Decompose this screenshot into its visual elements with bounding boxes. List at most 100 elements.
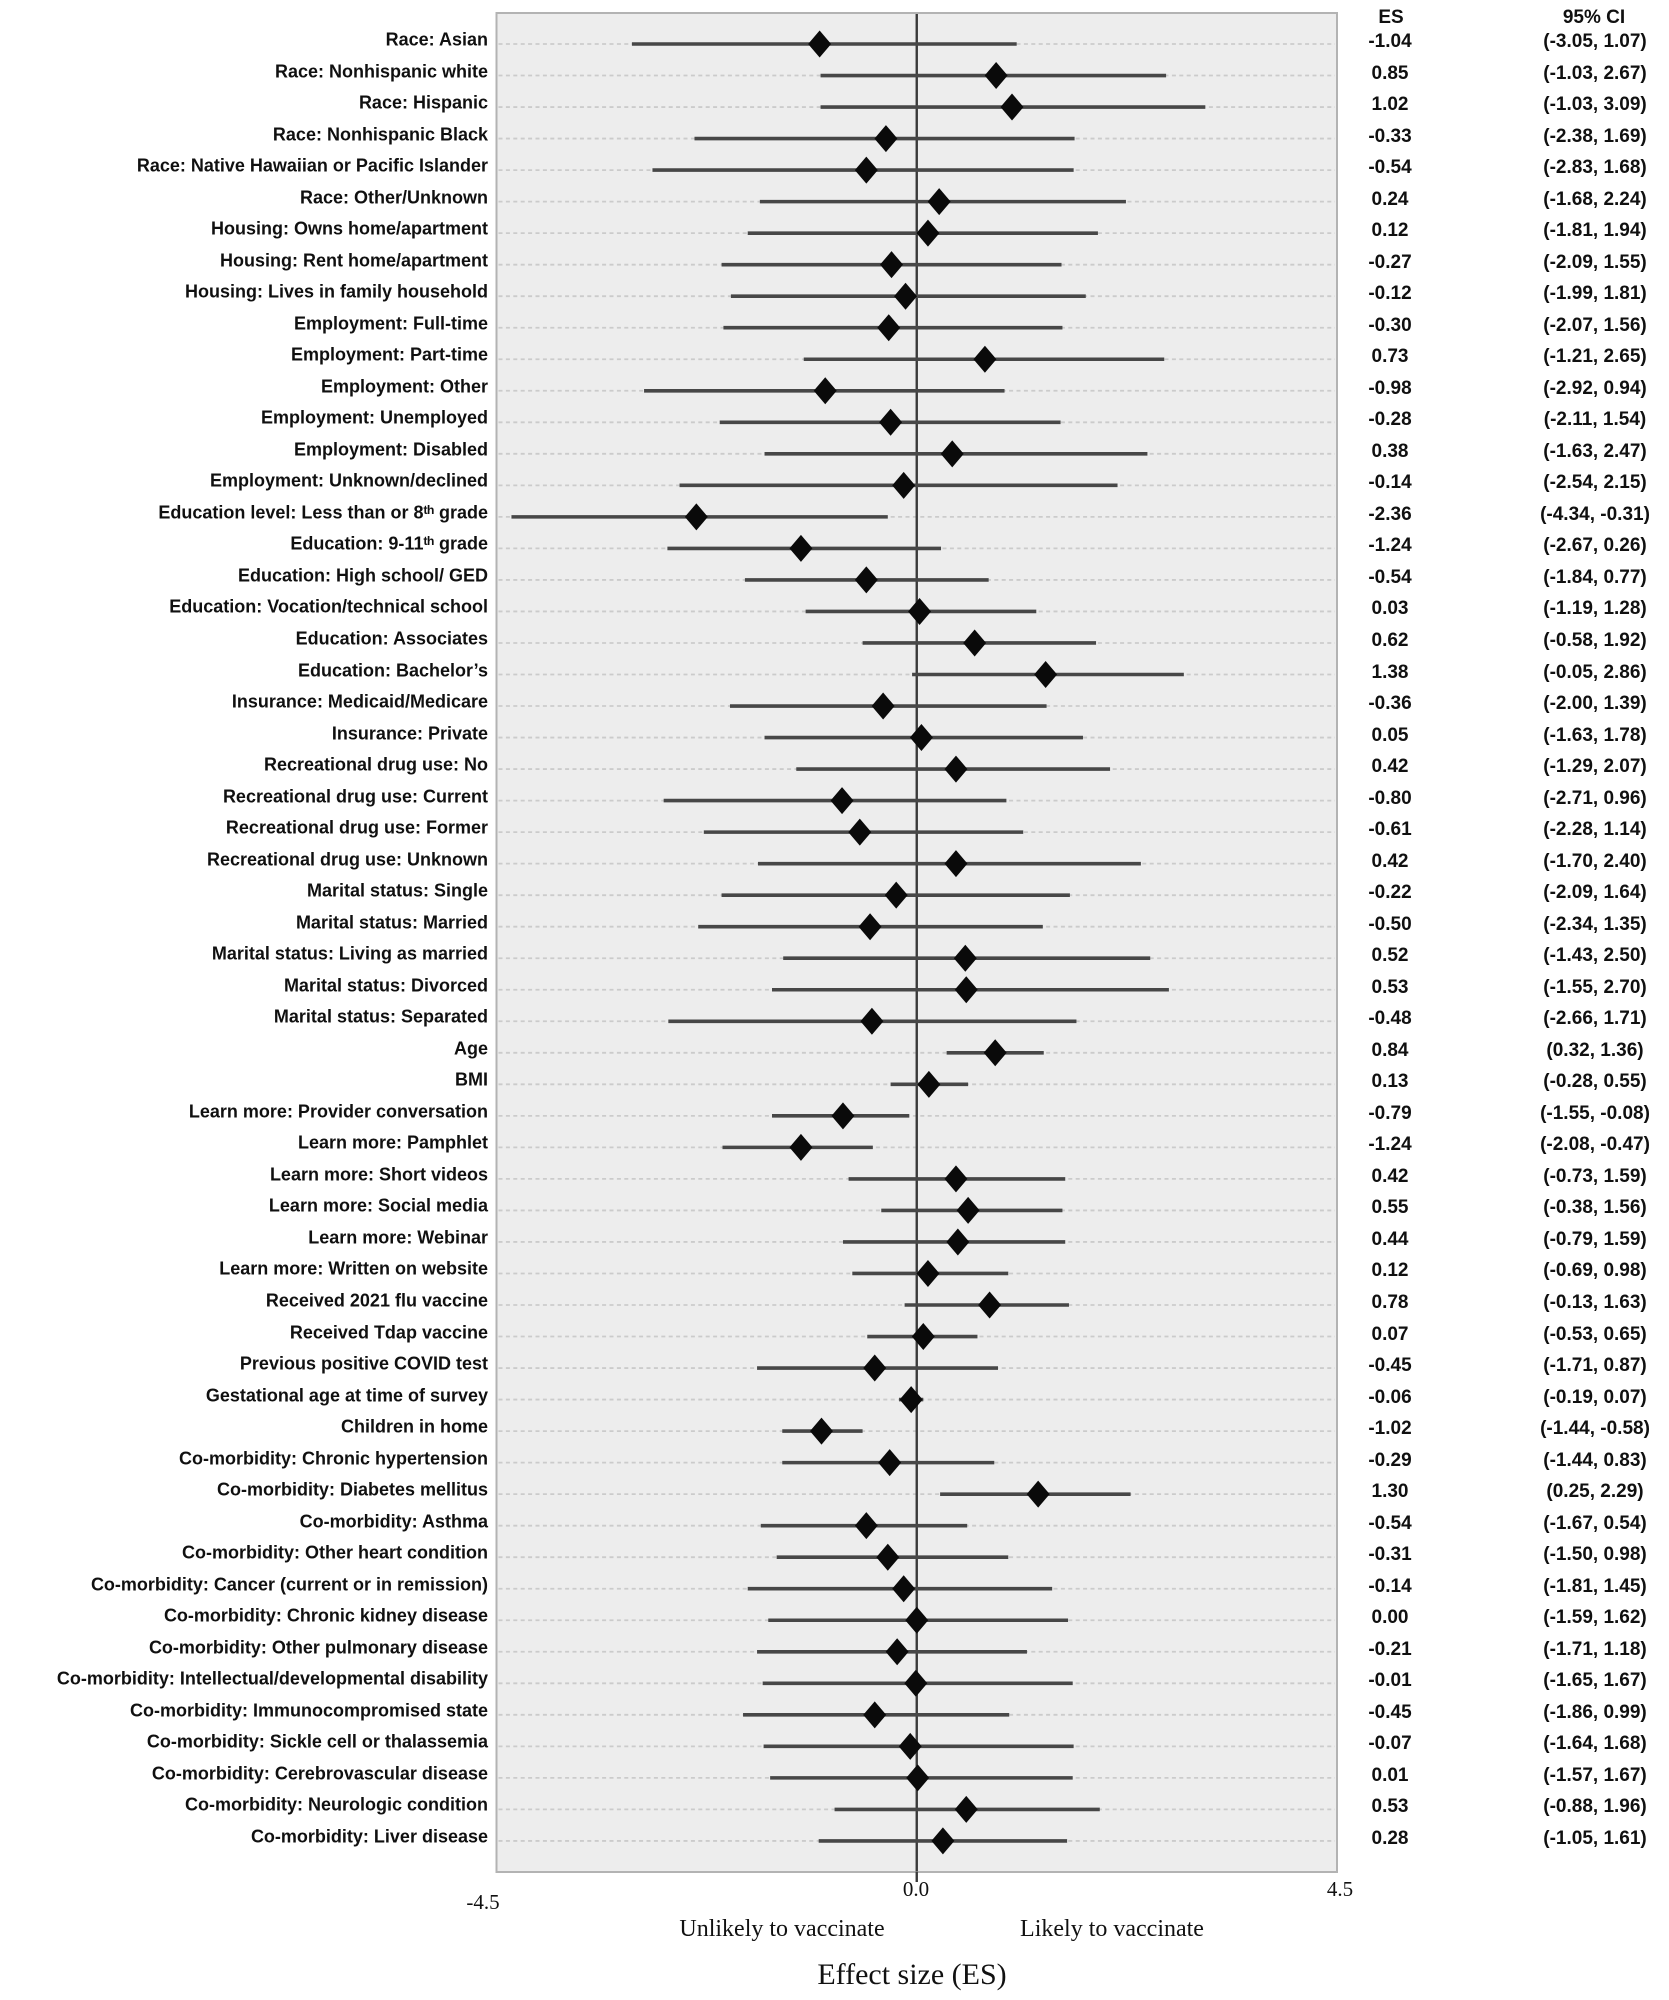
- row-es-value: -0.61: [1368, 819, 1412, 841]
- row-ci-value: (-1.44, -0.58): [1540, 1418, 1650, 1440]
- row-label: Co-morbidity: Chronic kidney disease: [163, 1605, 488, 1626]
- effect-diamond: [1034, 661, 1058, 688]
- row-label: Learn more: Webinar: [308, 1227, 488, 1248]
- effect-diamond: [954, 1795, 978, 1823]
- row-label: Housing: Owns home/apartment: [210, 218, 488, 239]
- row-ci-value: (-1.43, 2.50): [1543, 945, 1647, 967]
- row-ci-value: (-1.55, -0.08): [1540, 1102, 1650, 1124]
- x-tick-zero: 0.0: [902, 1877, 930, 1901]
- row-ci-value: (-1.81, 1.45): [1543, 1575, 1647, 1597]
- row-label: Education level: Less than or 8ᵗʰ grade: [158, 502, 488, 523]
- row-label: Learn more: Pamphlet: [297, 1132, 488, 1153]
- row-ci-value: (-1.63, 1.78): [1543, 724, 1647, 746]
- es-column-header: ES: [1378, 7, 1404, 28]
- row-es-value: -0.31: [1368, 1544, 1412, 1566]
- row-ci-value: (-2.11, 1.54): [1543, 409, 1647, 431]
- row-label: Co-morbidity: Chronic hypertension: [178, 1448, 488, 1469]
- direction-label-right: Likely to vaccinate: [1020, 1916, 1204, 1942]
- row-label: Marital status: Married: [295, 912, 488, 933]
- row-label: Co-morbidity: Other pulmonary disease: [148, 1637, 488, 1658]
- row-es-value: 0.12: [1371, 1260, 1409, 1282]
- row-es-value: 0.42: [1371, 850, 1409, 872]
- effect-diamond: [944, 1165, 968, 1193]
- row-label: Co-morbidity: Other heart condition: [182, 1542, 488, 1563]
- effect-diamond: [831, 1102, 855, 1130]
- row-es-value: -0.21: [1368, 1638, 1412, 1660]
- row-label: Race: Asian: [385, 29, 488, 50]
- row-label: Marital status: Separated: [273, 1006, 488, 1027]
- row-label: Employment: Other: [320, 376, 488, 397]
- row-es-value: 0.84: [1371, 1039, 1409, 1061]
- row-label: Learn more: Written on website: [219, 1258, 488, 1279]
- row-es-value: -0.98: [1368, 377, 1412, 399]
- row-ci-value: (-2.38, 1.69): [1543, 125, 1647, 147]
- row-es-value: -0.27: [1368, 251, 1412, 273]
- x-tick-max: 4.5: [1326, 1877, 1354, 1901]
- row-es-value: -0.48: [1368, 1008, 1412, 1030]
- row-label: Co-morbidity: Diabetes mellitus: [216, 1479, 488, 1500]
- effect-diamond: [946, 1228, 970, 1256]
- row-ci-value: (0.32, 1.36): [1546, 1039, 1644, 1061]
- row-es-value: 0.01: [1371, 1764, 1409, 1786]
- row-ci-value: (-2.83, 1.68): [1543, 157, 1647, 179]
- row-es-value: -0.45: [1368, 1701, 1412, 1723]
- row-label: Race: Other/Unknown: [299, 187, 488, 208]
- effect-diamond: [874, 125, 898, 153]
- row-label: Co-morbidity: Liver disease: [250, 1826, 488, 1847]
- row-ci-value: (-1.64, 1.68): [1543, 1733, 1647, 1755]
- row-ci-value: (-1.63, 2.47): [1543, 440, 1647, 462]
- row-ci-value: (-1.05, 1.61): [1543, 1827, 1647, 1849]
- row-es-value: 0.24: [1371, 188, 1409, 210]
- effect-diamond: [684, 503, 708, 531]
- row-es-value: 0.62: [1371, 629, 1409, 651]
- effect-diamond: [916, 219, 940, 247]
- row-label: BMI: [455, 1069, 488, 1090]
- row-label: Co-morbidity: Cancer (current or in remi…: [90, 1574, 488, 1595]
- row-es-value: -0.79: [1368, 1102, 1412, 1124]
- effect-diamond: [813, 377, 837, 405]
- row-ci-value: (-0.05, 2.86): [1543, 661, 1647, 683]
- row-es-value: -1.02: [1368, 1418, 1412, 1440]
- row-ci-value: (-1.44, 0.83): [1543, 1449, 1647, 1471]
- effect-diamond: [830, 787, 854, 815]
- row-label: Recreational drug use: Unknown: [206, 849, 488, 870]
- row-es-value: 0.03: [1371, 598, 1409, 620]
- row-es-value: -0.54: [1368, 566, 1412, 588]
- row-label: Recreational drug use: No: [263, 754, 488, 775]
- effect-diamond: [858, 913, 882, 941]
- row-ci-value: (-1.65, 1.67): [1543, 1670, 1647, 1692]
- effect-diamond: [983, 1039, 1007, 1067]
- row-es-value: 0.13: [1371, 1071, 1409, 1093]
- effect-diamond: [911, 1323, 935, 1351]
- row-label: Children in home: [340, 1416, 488, 1437]
- row-es-value: -0.33: [1368, 125, 1412, 147]
- row-es-value: -1.24: [1368, 1134, 1412, 1156]
- row-ci-value: (-1.29, 2.07): [1543, 756, 1647, 778]
- direction-label-left: Unlikely to vaccinate: [679, 1916, 885, 1942]
- effect-diamond: [894, 282, 918, 310]
- row-ci-value: (-1.71, 1.18): [1543, 1638, 1647, 1660]
- row-ci-value: (-1.59, 1.62): [1543, 1607, 1647, 1629]
- row-label: Co-morbidity: Sickle cell or thalassemia: [146, 1731, 488, 1752]
- row-label: Employment: Full-time: [293, 313, 488, 334]
- row-label: Age: [453, 1038, 488, 1059]
- effect-diamond: [892, 471, 916, 499]
- row-es-value: -2.36: [1368, 503, 1412, 525]
- row-ci-value: (-1.50, 0.98): [1543, 1544, 1647, 1566]
- row-ci-value: (-0.28, 0.55): [1543, 1071, 1647, 1093]
- row-ci-value: (-1.67, 0.54): [1543, 1512, 1647, 1534]
- row-ci-value: (-0.13, 1.63): [1543, 1292, 1647, 1313]
- row-es-value: -0.54: [1368, 157, 1412, 179]
- row-label: Co-morbidity: Asthma: [299, 1511, 488, 1532]
- x-axis-title: Effect size (ES): [817, 1958, 1007, 1991]
- row-ci-value: (-1.55, 2.70): [1543, 976, 1647, 998]
- effect-diamond: [898, 1732, 922, 1760]
- row-ci-value: (-0.19, 0.07): [1543, 1386, 1647, 1408]
- row-ci-value: (-1.68, 2.24): [1543, 188, 1647, 210]
- effect-diamond: [953, 944, 977, 972]
- row-ci-value: (-1.70, 2.40): [1543, 850, 1647, 872]
- effect-diamond: [944, 850, 968, 878]
- effect-diamonds: [684, 30, 1058, 1855]
- row-es-value: 0.73: [1371, 346, 1409, 368]
